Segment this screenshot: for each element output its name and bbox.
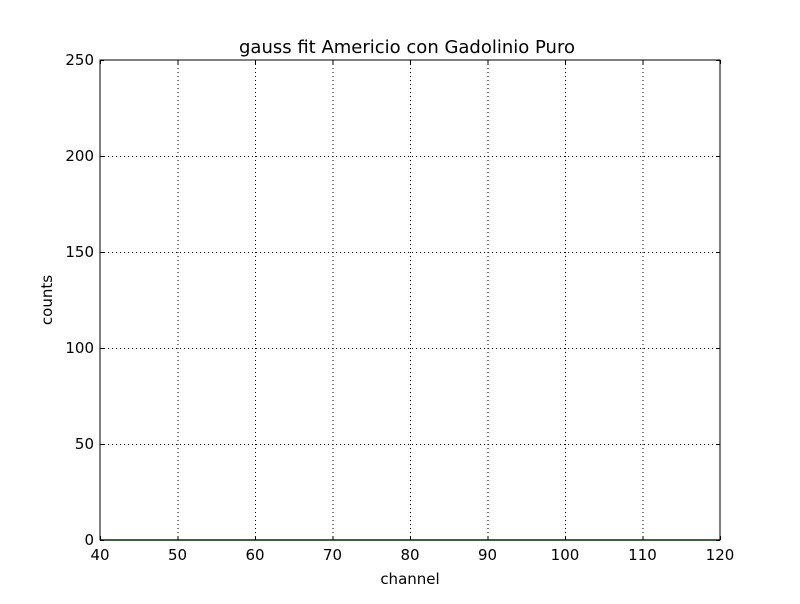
x-tick-labels: 40 50 60 70 80 90 100 110 120: [90, 546, 734, 564]
y-tick-label: 250: [65, 51, 94, 69]
x-tick-label: 70: [323, 546, 342, 564]
y-tick-label: 50: [75, 435, 94, 453]
y-tick-label: 150: [65, 243, 94, 261]
x-tick-label: 110: [628, 546, 657, 564]
y-tick-label: 0: [84, 531, 94, 549]
grid: [100, 60, 720, 540]
x-tick-label: 50: [168, 546, 187, 564]
x-axis-label: channel: [380, 570, 439, 588]
x-tick-label: 80: [400, 546, 419, 564]
y-axis-label: counts: [38, 275, 56, 325]
y-tick-label: 200: [65, 147, 94, 165]
chart-title: gauss fit Americio con Gadolinio Puro: [239, 37, 575, 58]
x-tick-label: 60: [245, 546, 264, 564]
x-tick-label: 90: [478, 546, 497, 564]
y-tick-labels: 0 50 100 150 200 250: [65, 51, 94, 549]
x-tick-label: 40: [90, 546, 109, 564]
y-tick-label: 100: [65, 339, 94, 357]
x-tick-label: 120: [706, 546, 735, 564]
x-tick-label: 100: [551, 546, 580, 564]
ticks: [100, 60, 721, 541]
